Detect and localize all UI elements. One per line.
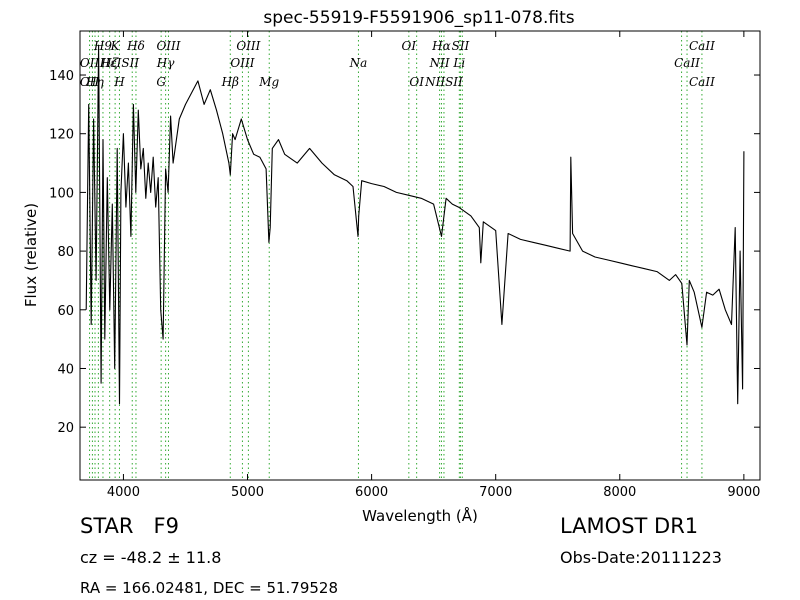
emission-line-markers [89, 31, 703, 480]
y-tick-label: 60 [57, 304, 74, 319]
y-tick-label: 100 [49, 186, 74, 201]
line-label: H [113, 75, 125, 89]
line-label: HεISII [99, 56, 140, 70]
line-label: OI [402, 39, 417, 53]
line-label: CaII [689, 39, 715, 53]
y-axis-label: Flux (relative) [22, 203, 40, 307]
line-label: OIII [230, 56, 254, 70]
cz-value: -48.2 [120, 548, 163, 567]
x-tick-label: 6000 [355, 485, 388, 500]
line-label: H9 [93, 39, 112, 53]
line-label: CaII [674, 56, 700, 70]
object-type: STAR [80, 514, 134, 538]
redshift-line: cz = -48.2 ± 11.8 [80, 548, 221, 567]
flux-series [85, 45, 745, 405]
line-label: K [110, 39, 121, 53]
x-tick-label: 9000 [727, 485, 760, 500]
line-label: G [156, 75, 166, 89]
observation-date: Obs-Date:20111223 [560, 548, 722, 567]
x-tick-label: 4000 [107, 485, 140, 500]
x-axis-label: Wavelength (Å) [362, 506, 478, 525]
line-label: Na [349, 56, 368, 70]
x-axis-ticks: 4000 5000 6000 7000 8000 9000 [107, 31, 760, 500]
line-label: Hα [431, 39, 451, 53]
plot-frame [79, 30, 761, 481]
line-label: SII [452, 39, 470, 53]
line-label: Hζ [100, 56, 119, 70]
line-label: OIII [236, 39, 260, 53]
cz-error: 11.8 [185, 548, 222, 567]
line-label: OII [80, 56, 100, 70]
y-tick-label: 120 [49, 128, 74, 143]
object-subclass: F9 [153, 514, 179, 538]
line-label: Mg [258, 75, 279, 89]
y-tick-label: 140 [49, 69, 74, 84]
line-label: Hγ [156, 56, 175, 70]
line-label: OIII [156, 39, 180, 53]
line-label: Hβ [221, 75, 239, 89]
coordinates: RA = 166.02481, DEC = 51.79528 [80, 579, 339, 597]
spectrum-line [85, 45, 745, 405]
object-type-line: STAR F9 [80, 514, 179, 538]
y-tick-label: 40 [57, 362, 74, 377]
cz-plus-minus: ± [167, 548, 181, 567]
x-tick-label: 8000 [603, 485, 636, 500]
cz-label: cz = [80, 548, 121, 567]
line-label: OI [409, 75, 424, 89]
line-label: OII [80, 75, 100, 89]
survey-name: LAMOST DR1 [560, 514, 699, 538]
line-label: Li [452, 56, 465, 70]
line-label: Hδ [126, 39, 145, 53]
line-label: CaII [689, 75, 715, 89]
chart-title: spec-55919-F5591906_sp11-078.fits [263, 8, 574, 28]
line-label: NIISII [424, 75, 463, 89]
y-tick-label: 80 [57, 245, 74, 260]
line-label: NII [429, 56, 450, 70]
y-tick-label: 20 [57, 421, 74, 436]
x-tick-label: 5000 [231, 485, 264, 500]
y-axis-ticks: 20 40 60 80 100 120 140 [49, 69, 760, 436]
line-label: Hη [85, 75, 104, 89]
x-tick-label: 7000 [479, 485, 512, 500]
